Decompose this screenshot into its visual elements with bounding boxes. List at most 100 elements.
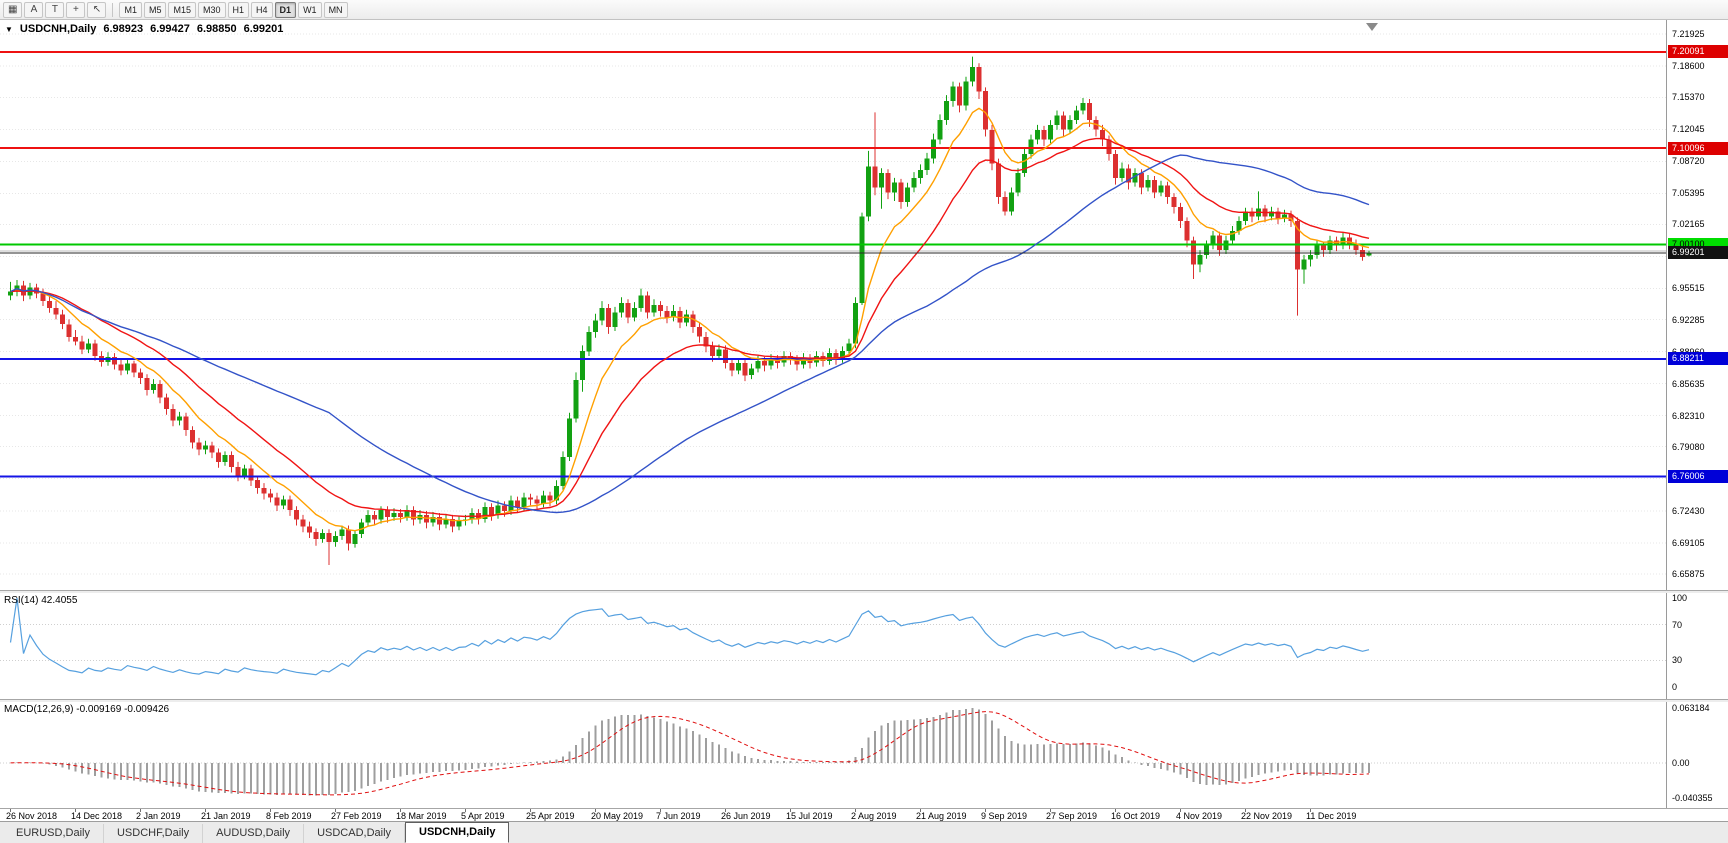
ohlc-close: 6.99201 <box>243 23 284 35</box>
text-a-button[interactable]: A <box>24 1 44 18</box>
timeframe-button-M1[interactable]: M1 <box>119 1 142 18</box>
price-badge-6.76006: 6.76006 <box>1668 469 1728 483</box>
price-badge-7.20091: 7.20091 <box>1668 45 1728 59</box>
charts-grid-icon[interactable]: ▦ <box>3 1 23 18</box>
price-tick-label: 7.08720 <box>1672 156 1705 167</box>
time-tick <box>140 809 141 812</box>
timeframe-button-group: M1 M5 M15 M30 H1 H4 D1 W1 MN <box>119 1 348 18</box>
chart-tab-EURUSD[interactable]: EURUSD,Daily <box>3 824 104 843</box>
timeframe-button-MN[interactable]: MN <box>323 1 348 18</box>
time-tick <box>1180 809 1181 812</box>
crosshair-icon[interactable]: + <box>66 1 86 18</box>
time-label: 5 Apr 2019 <box>461 811 505 821</box>
price-tick-label: 6.92285 <box>1672 314 1705 325</box>
macd-signal-line <box>10 711 1370 796</box>
candles-layer <box>8 56 1372 565</box>
toolbar-separator <box>112 2 114 17</box>
macd-panel: 0.063184 0.00 -0.040355 MACD(12,26,9) -0.0… <box>0 702 1728 808</box>
time-label: 21 Aug 2019 <box>916 811 967 821</box>
chart-tab-AUDUSD[interactable]: AUDUSD,Daily <box>203 824 305 843</box>
time-tick <box>270 809 271 812</box>
toolbar: ▦ A T + ↖ M1 M5 M15 M30 H1 H4 D1 W1 MN <box>0 0 1728 20</box>
timeframe-button-W1[interactable]: W1 <box>298 1 322 18</box>
price-tick-label: 6.88960 <box>1672 347 1705 358</box>
time-label: 11 Dec 2019 <box>1306 811 1357 821</box>
price-tick-label: 7.05395 <box>1672 188 1705 199</box>
timeframe-button-H1[interactable]: H1 <box>227 1 250 18</box>
time-label: 18 Mar 2019 <box>396 811 447 821</box>
price-tick-label: 6.82310 <box>1672 410 1705 421</box>
time-tick <box>335 809 336 812</box>
macd-axis[interactable]: 0.063184 0.00 -0.040355 <box>1666 702 1728 808</box>
time-label: 2 Jan 2019 <box>136 811 181 821</box>
time-axis[interactable]: 26 Nov 2018 14 Dec 2018 2 Jan 2019 21 Jan 2… <box>0 808 1728 821</box>
time-label: 27 Sep 2019 <box>1046 811 1098 821</box>
panel-divider[interactable] <box>0 590 1728 593</box>
time-tick <box>75 809 76 812</box>
text-label-button[interactable]: T <box>45 1 65 18</box>
timeframe-button-H4[interactable]: H4 <box>251 1 273 18</box>
time-label: 25 Apr 2019 <box>526 811 575 821</box>
time-tick <box>1310 809 1311 812</box>
time-tick <box>1245 809 1246 812</box>
chart-tab-USDCHF[interactable]: USDCHF,Daily <box>104 824 204 843</box>
ohlc-low: 6.98850 <box>196 23 237 35</box>
rsi-tick-label: 70 <box>1672 619 1683 630</box>
timeframe-button-M15[interactable]: M15 <box>168 1 196 18</box>
price-tick-label: 7.12045 <box>1672 124 1705 135</box>
price-tick-label: 6.65875 <box>1672 568 1705 579</box>
rsi-tick-label: 0 <box>1672 682 1678 692</box>
time-tick <box>855 809 856 812</box>
chart-title: ▼ USDCNH,Daily 6.98923 6.99427 6.98850 6… <box>5 23 283 35</box>
ma-slow-blue[interactable] <box>10 154 1370 514</box>
time-label: 4 Nov 2019 <box>1176 811 1223 821</box>
macd-histogram <box>16 707 1370 796</box>
time-tick <box>660 809 661 812</box>
chart-shift-marker[interactable] <box>1366 23 1378 31</box>
time-tick <box>1050 809 1051 812</box>
time-label: 14 Dec 2018 <box>71 811 123 821</box>
rsi-axis[interactable]: 100 70 30 0 <box>1666 593 1728 699</box>
price-badge-6.88211: 6.88211 <box>1668 352 1728 366</box>
time-label: 20 May 2019 <box>591 811 644 821</box>
time-label: 9 Sep 2019 <box>981 811 1028 821</box>
price-tick-label: 7.15370 <box>1672 92 1705 103</box>
rsi-line <box>9 597 1370 676</box>
chart-symbol-label: USDCNH,Daily <box>19 23 97 35</box>
time-label: 22 Nov 2019 <box>1241 811 1293 821</box>
macd-label: MACD(12,26,9) -0.009169 -0.009426 <box>4 704 170 715</box>
macd-tick-label: 0.063184 <box>1672 703 1710 713</box>
ohlc-open: 6.98923 <box>103 23 144 35</box>
time-tick <box>920 809 921 812</box>
rsi-plot[interactable] <box>0 593 1666 699</box>
price-tick-label: 6.69105 <box>1672 537 1705 548</box>
price-badge-7.10096: 7.10096 <box>1668 141 1728 155</box>
time-label: 26 Jun 2019 <box>721 811 771 821</box>
price-tick-label: 6.72430 <box>1672 505 1705 516</box>
price-axis[interactable]: 7.21925 7.18600 7.15370 7.12045 7.08720 7.053… <box>1666 20 1728 590</box>
time-tick <box>205 809 206 812</box>
chart-tab-bar: EURUSD,Daily USDCHF,Daily AUDUSD,Daily USDC… <box>0 821 1728 843</box>
chart-tab-USDCAD[interactable]: USDCAD,Daily <box>304 824 406 843</box>
ma-mid-red[interactable] <box>10 137 1370 518</box>
macd-plot[interactable] <box>0 702 1666 808</box>
time-label: 21 Jan 2019 <box>201 811 251 821</box>
macd-tick-label: 0.00 <box>1672 757 1690 768</box>
panel-divider[interactable] <box>0 699 1728 702</box>
time-tick <box>1115 809 1116 812</box>
ma-fast-orange[interactable] <box>10 107 1370 532</box>
rsi-tick-label: 100 <box>1672 593 1688 603</box>
time-label: 27 Feb 2019 <box>331 811 382 821</box>
price-chart-plot[interactable] <box>0 20 1666 590</box>
chart-tab-USDCNH[interactable]: USDCNH,Daily <box>405 822 510 843</box>
time-tick <box>530 809 531 812</box>
symbol-menu-icon[interactable]: ▼ <box>5 24 13 34</box>
time-label: 26 Nov 2018 <box>6 811 58 821</box>
timeframe-button-D1[interactable]: D1 <box>274 1 297 18</box>
timeframe-button-M5[interactable]: M5 <box>143 1 167 18</box>
timeframe-button-M30[interactable]: M30 <box>198 1 226 18</box>
time-label: 7 Jun 2019 <box>656 811 701 821</box>
current-price-badge: 6.99201 <box>1668 246 1728 260</box>
ohlc-high: 6.99427 <box>150 23 190 35</box>
cursor-icon[interactable]: ↖ <box>87 1 107 18</box>
